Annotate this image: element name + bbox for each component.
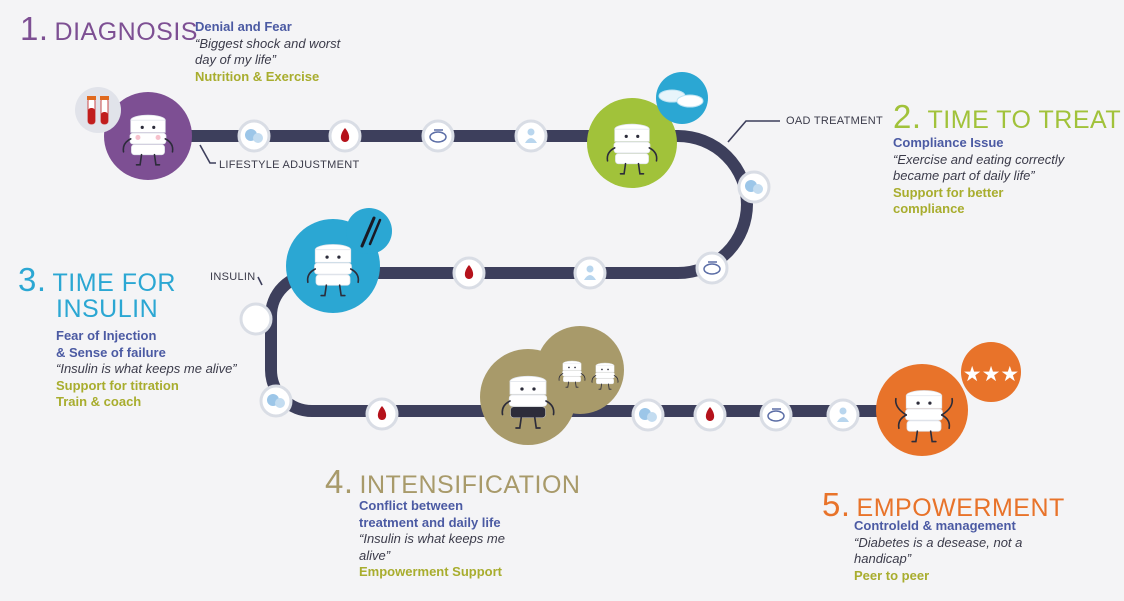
empowerment-support: Peer to peer xyxy=(854,567,930,583)
insulin-quote: “Insulin is what keeps me alive” xyxy=(56,361,237,376)
treat-number: 2. xyxy=(893,98,922,135)
intensification-text-block: Conflict between treatment and daily lif… xyxy=(359,498,505,581)
treat-heading: Compliance Issue xyxy=(893,135,1004,150)
journey-road xyxy=(144,130,916,417)
person-icon xyxy=(514,119,548,153)
treat-title: 2. TIME TO TREAT xyxy=(893,100,1121,133)
insulin-heading-line-1: Fear of Injection xyxy=(56,328,157,343)
diagnosis-quote-line-2: day of my life” xyxy=(195,52,276,67)
treat-word: TIME TO TREAT xyxy=(927,106,1122,134)
person-icon xyxy=(573,256,607,290)
insulin-word-line-1: TIME FOR xyxy=(52,269,176,297)
lifestyle-adjustment-label: LIFESTYLE ADJUSTMENT xyxy=(219,159,360,171)
diagnosis-heading: Denial and Fear xyxy=(195,19,292,34)
empowerment-title: 5. EMPOWERMENT xyxy=(822,488,1065,521)
empowerment-heading: Controleld & management xyxy=(854,518,1016,533)
insulin-number: 3. xyxy=(18,261,47,298)
intensification-number: 4. xyxy=(325,463,354,500)
pill-mascot-icon xyxy=(122,114,174,166)
empowerment-stage-badge: ★★★ xyxy=(876,342,1021,456)
blood-drop-icon xyxy=(365,397,399,431)
blood-drop-icon xyxy=(452,256,486,290)
insulin-title-line-2: INSULIN xyxy=(56,297,158,322)
path-nodes xyxy=(237,119,860,432)
treat-quote-line-2: became part of daily life” xyxy=(893,168,1035,183)
diagnosis-support: Nutrition & Exercise xyxy=(195,68,320,84)
empowerment-number: 5. xyxy=(822,486,851,523)
intensification-heading-line-2: treatment and daily life xyxy=(359,514,501,530)
blood-drop-icon xyxy=(693,398,727,432)
diagnosis-text-block: Denial and Fear “Biggest shock and worst… xyxy=(195,19,340,85)
insulin-stage-badge xyxy=(286,208,392,313)
chat-bubbles-icon xyxy=(737,170,771,204)
intensification-stage-badge xyxy=(480,326,624,445)
treat-text-block: Compliance Issue “Exercise and eating co… xyxy=(893,135,1064,218)
insulin-text-block: Fear of Injection & Sense of failure “In… xyxy=(56,328,237,411)
chat-bubbles-icon xyxy=(237,119,271,153)
path-node xyxy=(239,302,273,336)
scale-icon xyxy=(695,251,729,285)
lifestyle-leader-line xyxy=(199,144,216,164)
scale-icon xyxy=(421,119,455,153)
insulin-word-line-2: INSULIN xyxy=(56,295,159,323)
insulin-title: 3. TIME FOR xyxy=(18,263,176,296)
treat-quote-line-1: “Exercise and eating correctly xyxy=(893,151,1065,167)
diagnosis-title: 1. DIAGNOSIS xyxy=(20,12,198,45)
pill-mascot-icon xyxy=(501,375,555,429)
intensification-word: INTENSIFICATION xyxy=(359,471,581,499)
chat-bubbles-icon xyxy=(259,384,293,418)
intensification-heading-line-1: Conflict between xyxy=(359,498,464,513)
empowerment-quote-line-1: “Diabetes is a desease, not a xyxy=(854,534,1023,550)
intensification-title: 4. INTENSIFICATION xyxy=(325,465,580,498)
diagnosis-quote-line-1: “Biggest shock and worst xyxy=(195,35,341,51)
treat-support-line-2: compliance xyxy=(893,201,965,216)
empowerment-word: EMPOWERMENT xyxy=(856,494,1065,522)
diagnosis-stage-badge xyxy=(75,87,192,180)
insulin-heading-line-2: & Sense of failure xyxy=(56,344,166,360)
insulin-support-line-1: Support for titration xyxy=(56,377,179,393)
blood-drop-icon xyxy=(328,119,362,153)
insulin-label: INSULIN xyxy=(210,271,256,283)
intensification-quote-line-2: alive” xyxy=(359,547,391,563)
diagnosis-word: DIAGNOSIS xyxy=(54,18,198,46)
diagnosis-number: 1. xyxy=(20,10,49,47)
blood-tubes-icon xyxy=(87,96,109,125)
stars-icon: ★★★ xyxy=(963,363,1019,386)
pills-icon xyxy=(658,89,704,108)
insulin-support-line-2: Train & coach xyxy=(56,394,142,409)
empowerment-quote-line-2: handicap” xyxy=(854,551,912,566)
chat-bubbles-icon xyxy=(631,398,665,432)
pill-mascot-icon xyxy=(894,389,954,443)
treat-stage-badge xyxy=(587,72,708,188)
oad-treatment-label: OAD TREATMENT xyxy=(786,115,883,127)
svg-text:★★★: ★★★ xyxy=(963,363,1019,386)
insulin-pen-icon xyxy=(360,216,382,248)
intensification-support: Empowerment Support xyxy=(359,564,503,579)
insulin-leader-line xyxy=(257,276,263,286)
intensification-quote-line-1: “Insulin is what keeps me xyxy=(359,531,505,546)
scale-icon xyxy=(759,398,793,432)
oad-leader-line xyxy=(727,120,780,143)
empowerment-text-block: Controleld & management “Diabetes is a d… xyxy=(854,518,1022,584)
treat-support-line-1: Support for better xyxy=(893,184,1004,200)
person-icon xyxy=(826,398,860,432)
